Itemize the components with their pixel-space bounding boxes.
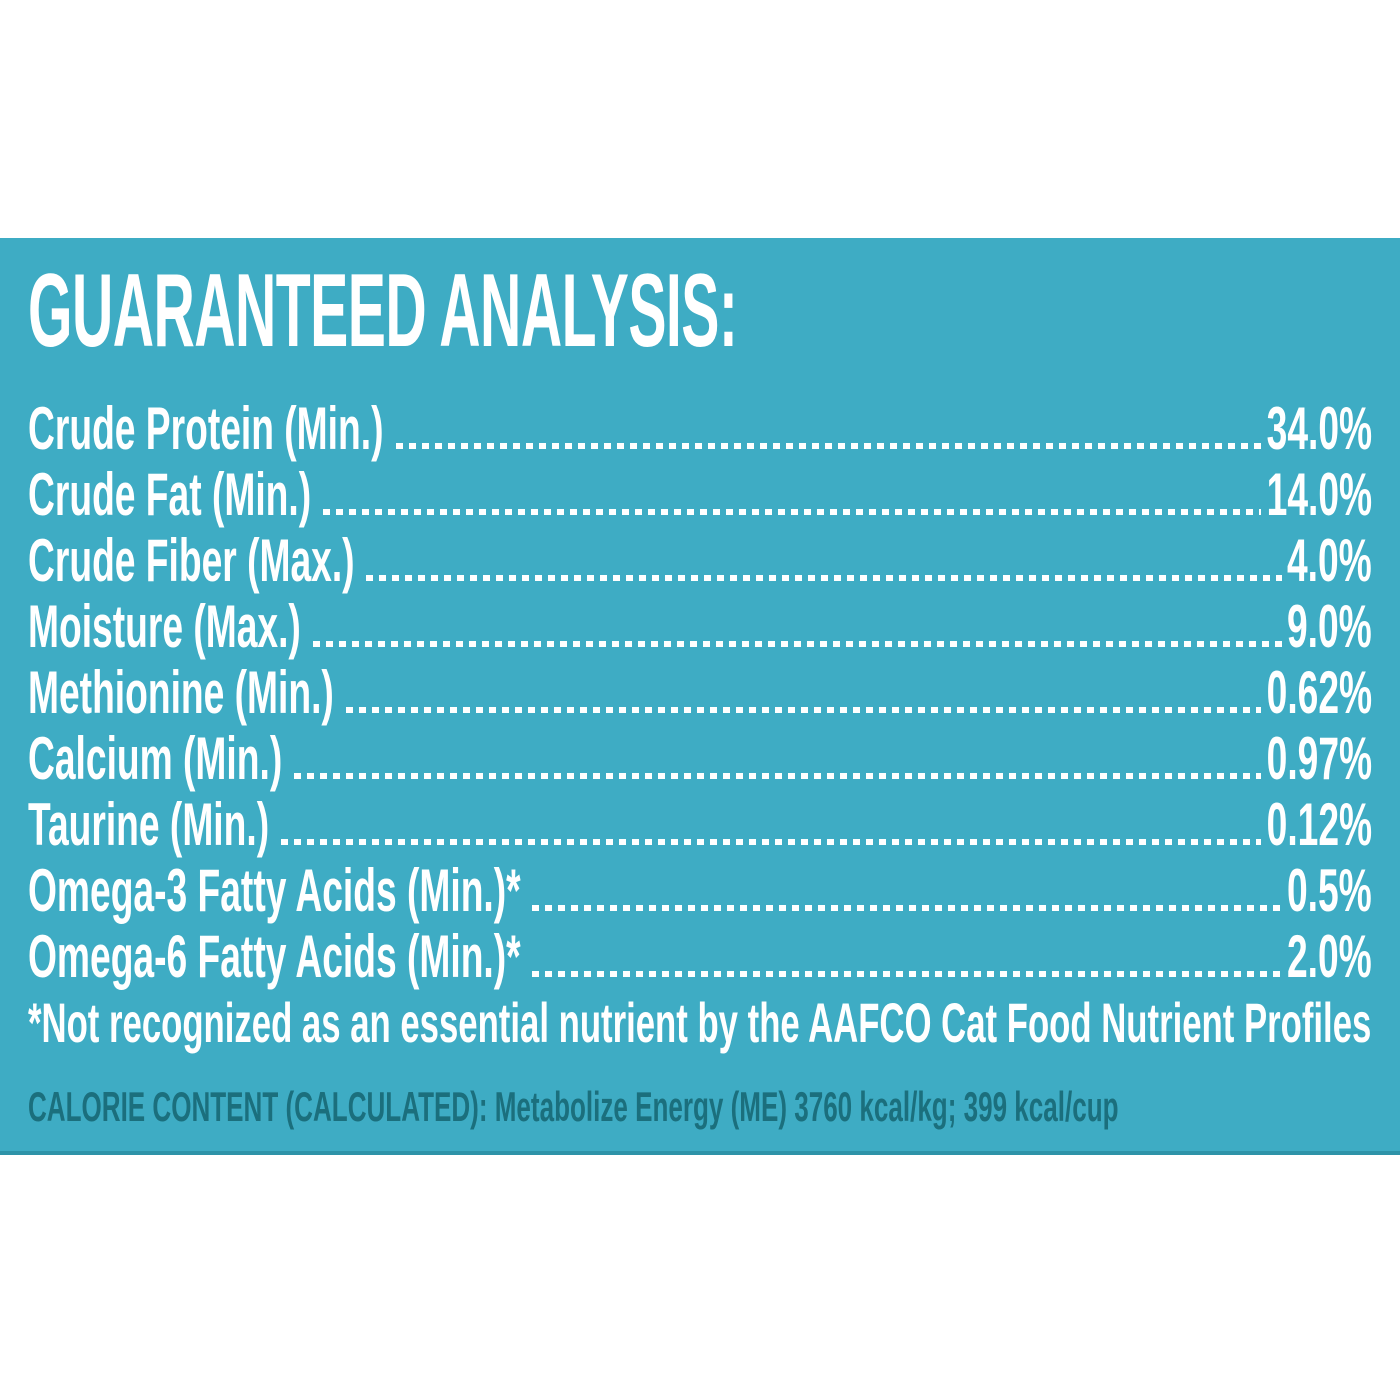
analysis-row: Omega-6 Fatty Acids (Min.)* 2.0%: [28, 924, 1372, 990]
nutrient-value: 0.5%: [1287, 857, 1372, 924]
dot-leader: [395, 443, 1262, 449]
analysis-row: Omega-3 Fatty Acids (Min.)* 0.5%: [28, 858, 1372, 924]
nutrient-value: 0.62%: [1266, 659, 1372, 726]
dot-leader: [322, 509, 1262, 515]
nutrient-label: Methionine (Min.): [28, 659, 334, 726]
analysis-rows: Crude Protein (Min.) 34.0% Crude Fat (Mi…: [28, 396, 1372, 990]
dot-leader: [294, 773, 1262, 779]
analysis-row: Crude Fiber (Max.) 4.0%: [28, 528, 1372, 594]
nutrient-label: Crude Protein (Min.): [28, 395, 384, 462]
dot-leader: [281, 839, 1262, 845]
guaranteed-analysis-panel: GUARANTEED ANALYSIS: Crude Protein (Min.…: [0, 238, 1400, 1155]
panel-title: GUARANTEED ANALYSIS:: [28, 253, 738, 369]
nutrient-label: Omega-6 Fatty Acids (Min.)*: [28, 923, 521, 990]
analysis-row: Crude Protein (Min.) 34.0%: [28, 396, 1372, 462]
calorie-content-line: CALORIE CONTENT (CALCULATED): Metabolize…: [28, 1083, 1119, 1130]
analysis-row: Crude Fat (Min.) 14.0%: [28, 462, 1372, 528]
dot-leader: [532, 971, 1283, 977]
nutrient-label: Taurine (Min.): [28, 791, 270, 858]
analysis-row: Methionine (Min.) 0.62%: [28, 660, 1372, 726]
nutrient-label: Crude Fiber (Max.): [28, 527, 355, 594]
nutrient-value: 4.0%: [1287, 527, 1372, 594]
nutrient-value: 0.97%: [1266, 725, 1372, 792]
nutrient-value: 9.0%: [1287, 593, 1372, 660]
nutrient-label: Moisture (Max.): [28, 593, 301, 660]
dot-leader: [366, 575, 1283, 581]
nutrient-value: 2.0%: [1287, 923, 1372, 990]
nutrient-label: Omega-3 Fatty Acids (Min.)*: [28, 857, 521, 924]
nutrient-value: 14.0%: [1266, 461, 1372, 528]
footnote: *Not recognized as an essential nutrient…: [28, 991, 1372, 1054]
dot-leader: [312, 641, 1283, 647]
analysis-row: Taurine (Min.) 0.12%: [28, 792, 1372, 858]
analysis-row: Calcium (Min.) 0.97%: [28, 726, 1372, 792]
nutrient-value: 0.12%: [1266, 791, 1372, 858]
nutrient-label: Calcium (Min.): [28, 725, 283, 792]
analysis-row: Moisture (Max.) 9.0%: [28, 594, 1372, 660]
nutrient-label: Crude Fat (Min.): [28, 461, 312, 528]
nutrient-value: 34.0%: [1266, 395, 1372, 462]
dot-leader: [345, 707, 1262, 713]
dot-leader: [532, 905, 1283, 911]
